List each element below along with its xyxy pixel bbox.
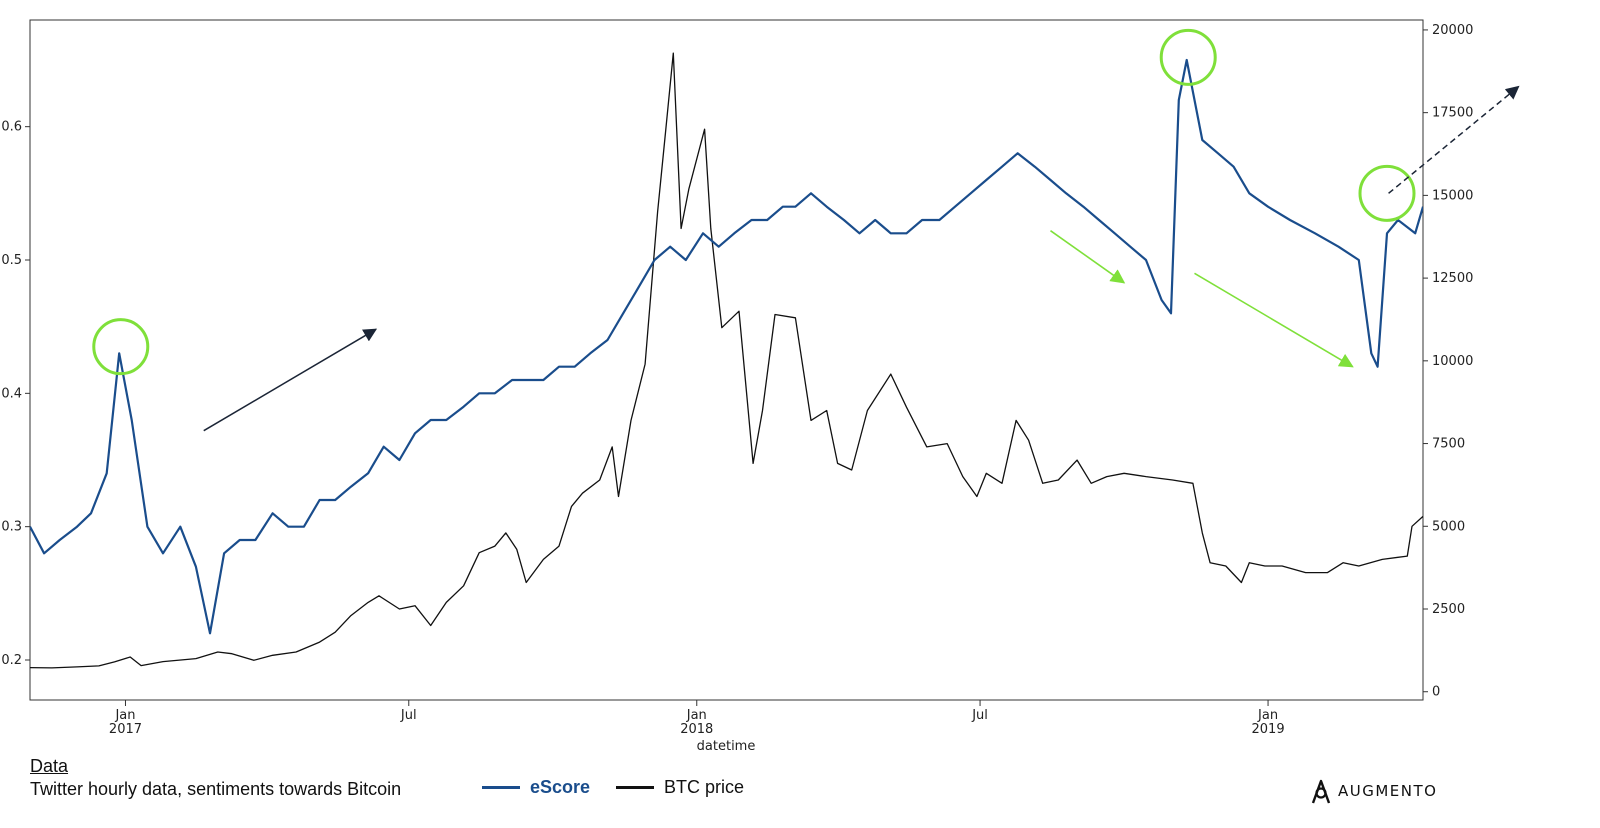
x-axis-tick-label: Jan [1257, 708, 1278, 723]
x-axis-tick-label: Jan [686, 708, 707, 723]
right-axis-tick-label: 2500 [1432, 602, 1465, 617]
left-axis-tick-label: 0.3 [1, 520, 22, 535]
x-axis-year-label: 2017 [109, 722, 142, 737]
highlight-circle [1358, 164, 1416, 222]
btc-price-series-line [30, 52, 1423, 669]
left-axis-tick-label: 0.6 [1, 120, 22, 135]
right-axis: 0 2500 5000 7500 10000 12500 15000 17500 20000 [1423, 23, 1473, 700]
right-axis-tick-label: 5000 [1432, 519, 1465, 534]
x-axis-year-label: 2019 [1252, 722, 1285, 737]
highlight-circle [92, 318, 150, 376]
x-axis-tick-label: Jul [971, 708, 988, 723]
highlight-circle [1159, 28, 1217, 86]
right-axis-tick-label: 10000 [1432, 354, 1473, 369]
trend-arrow [203, 328, 378, 432]
x-axis-tick-label: Jul [400, 708, 417, 723]
x-axis-year-label: 2018 [680, 722, 713, 737]
right-axis-tick-label: 7500 [1432, 437, 1465, 452]
right-axis-tick-label: 0 [1432, 685, 1440, 700]
x-axis-label: datetime [697, 739, 756, 754]
plot-frame [29, 19, 1424, 701]
trend-arrow [1194, 272, 1354, 368]
right-axis-tick-label: 12500 [1432, 271, 1473, 286]
annotation-layer [92, 28, 1520, 432]
trend-arrow [1050, 230, 1126, 284]
dashed-trend-arrow [1388, 85, 1520, 194]
right-axis-tick-label: 17500 [1432, 106, 1473, 121]
left-axis-tick-label: 0.2 [1, 653, 22, 668]
series-layer [30, 52, 1423, 669]
x-axis-tick-label: Jan [114, 708, 135, 723]
left-axis-tick-label: 0.5 [1, 253, 22, 268]
left-axis-tick-label: 0.4 [1, 386, 22, 401]
left-axis: 0.2 0.3 0.4 0.5 0.6 [1, 120, 30, 668]
right-axis-tick-label: 20000 [1432, 23, 1473, 38]
right-axis-tick-label: 15000 [1432, 188, 1473, 203]
escore-series-line [30, 58, 1423, 635]
